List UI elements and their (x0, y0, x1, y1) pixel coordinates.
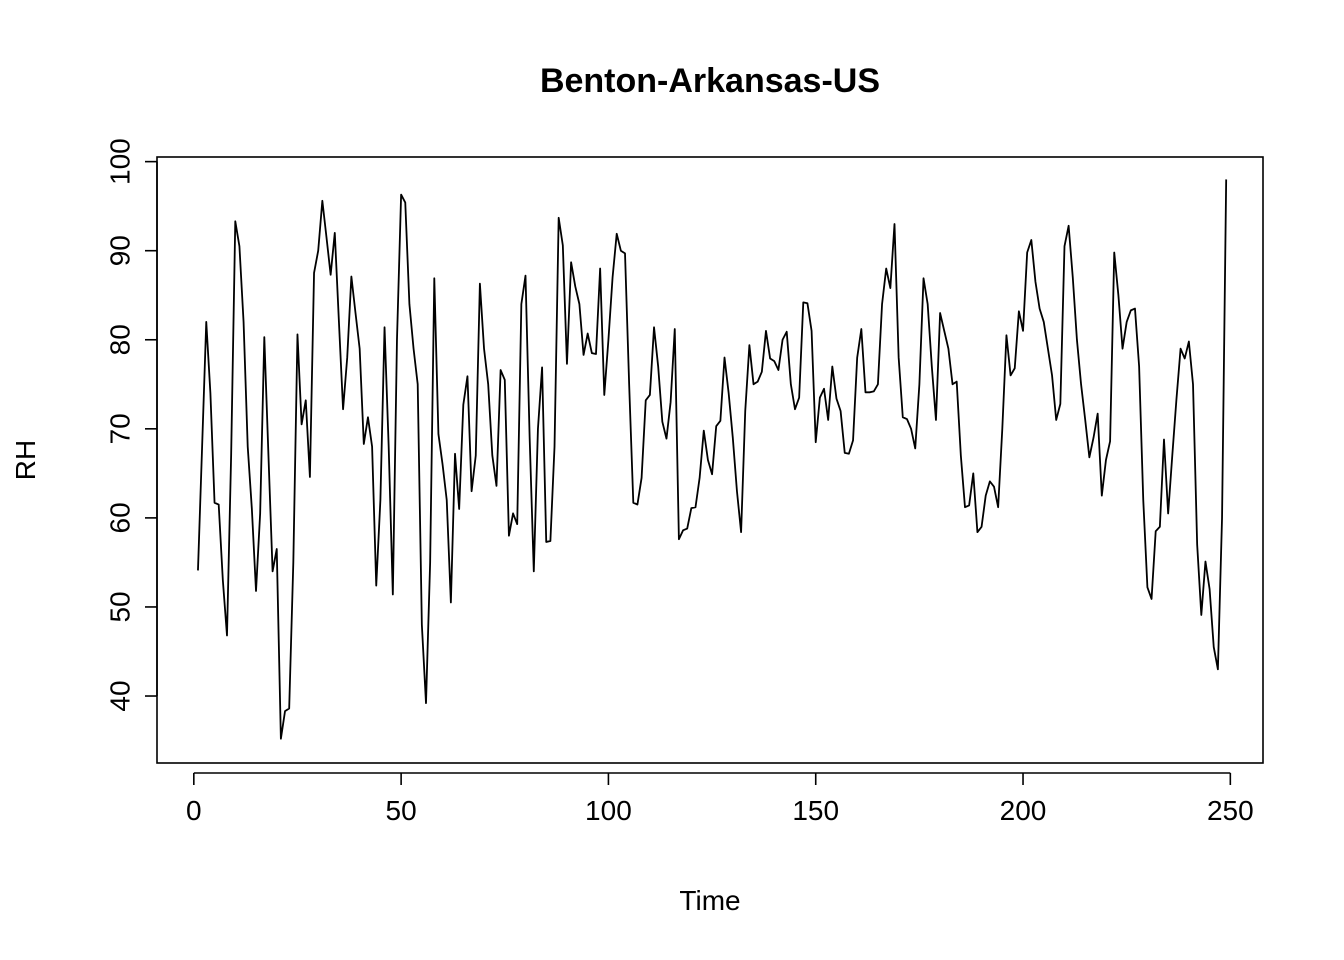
y-tick-label: 40 (105, 680, 136, 711)
y-tick-label: 60 (105, 502, 136, 533)
y-axis-label: RH (10, 440, 41, 480)
y-tick-label: 50 (105, 591, 136, 622)
x-tick-label: 150 (792, 795, 839, 826)
y-tick-label: 70 (105, 413, 136, 444)
chart-title: Benton-Arkansas-US (540, 62, 880, 100)
rh-series-line (197, 179, 1228, 740)
x-tick-label: 250 (1207, 795, 1254, 826)
x-tick-label: 0 (186, 795, 202, 826)
x-tick-label: 100 (585, 795, 632, 826)
y-tick-label: 80 (105, 324, 136, 355)
y-tick-label: 100 (105, 138, 136, 185)
y-axis: 40 50 60 70 80 90 100 (105, 138, 158, 712)
x-tick-label: 200 (1000, 795, 1047, 826)
x-axis-label: Time (679, 885, 740, 916)
x-tick-label: 50 (386, 795, 417, 826)
y-tick-label: 90 (105, 235, 136, 266)
plot-frame (156, 156, 1264, 764)
x-axis: 0 50 100 150 200 250 (186, 772, 1254, 826)
